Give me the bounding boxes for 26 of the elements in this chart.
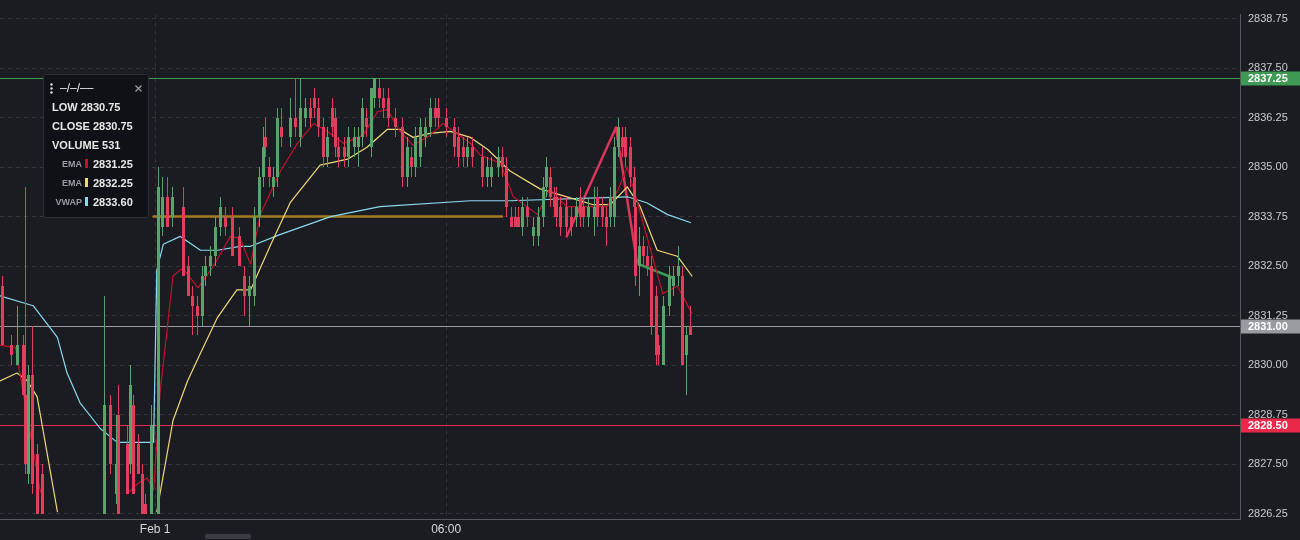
x-tick-label: 06:00 bbox=[431, 522, 462, 537]
ref-line-label: 2828.50 bbox=[1248, 418, 1288, 431]
y-tick-label: 2835.00 bbox=[1248, 160, 1288, 173]
annotation: 2833.60 bbox=[93, 195, 133, 208]
annotation: –/–/–– bbox=[60, 81, 94, 95]
y-tick-label: 2828.75 bbox=[1248, 407, 1288, 420]
y-tick-label: 2827.50 bbox=[1248, 457, 1288, 470]
y-tick-label: 2831.25 bbox=[1248, 308, 1288, 321]
y-tick-label: 2826.25 bbox=[1248, 506, 1288, 519]
annotation: 2831.25 bbox=[93, 157, 133, 170]
annotation: CLOSE 2830.75 bbox=[51, 119, 133, 132]
y-tick-label: 2833.75 bbox=[1248, 209, 1288, 222]
y-tick-label: 2836.25 bbox=[1248, 110, 1288, 123]
y-tick-label: 2830.00 bbox=[1248, 358, 1288, 371]
annotation: LOW 2830.75 bbox=[51, 100, 121, 113]
ref-line-label: 2831.00 bbox=[1248, 319, 1288, 332]
legend-label: EMA bbox=[62, 158, 82, 169]
x-tick-label: Feb 1 bbox=[139, 522, 171, 537]
legend-label: VWAP bbox=[55, 196, 82, 207]
annotation: VOLUME 531 bbox=[51, 138, 121, 151]
y-tick-label: 2838.75 bbox=[1248, 11, 1288, 24]
y-tick-label: 2837.50 bbox=[1248, 61, 1288, 74]
legend-label: EMA bbox=[62, 177, 82, 188]
ref-line-label: 2837.25 bbox=[1248, 71, 1288, 84]
annotation: 2832.25 bbox=[93, 176, 133, 189]
y-tick-label: 2832.50 bbox=[1248, 259, 1288, 272]
